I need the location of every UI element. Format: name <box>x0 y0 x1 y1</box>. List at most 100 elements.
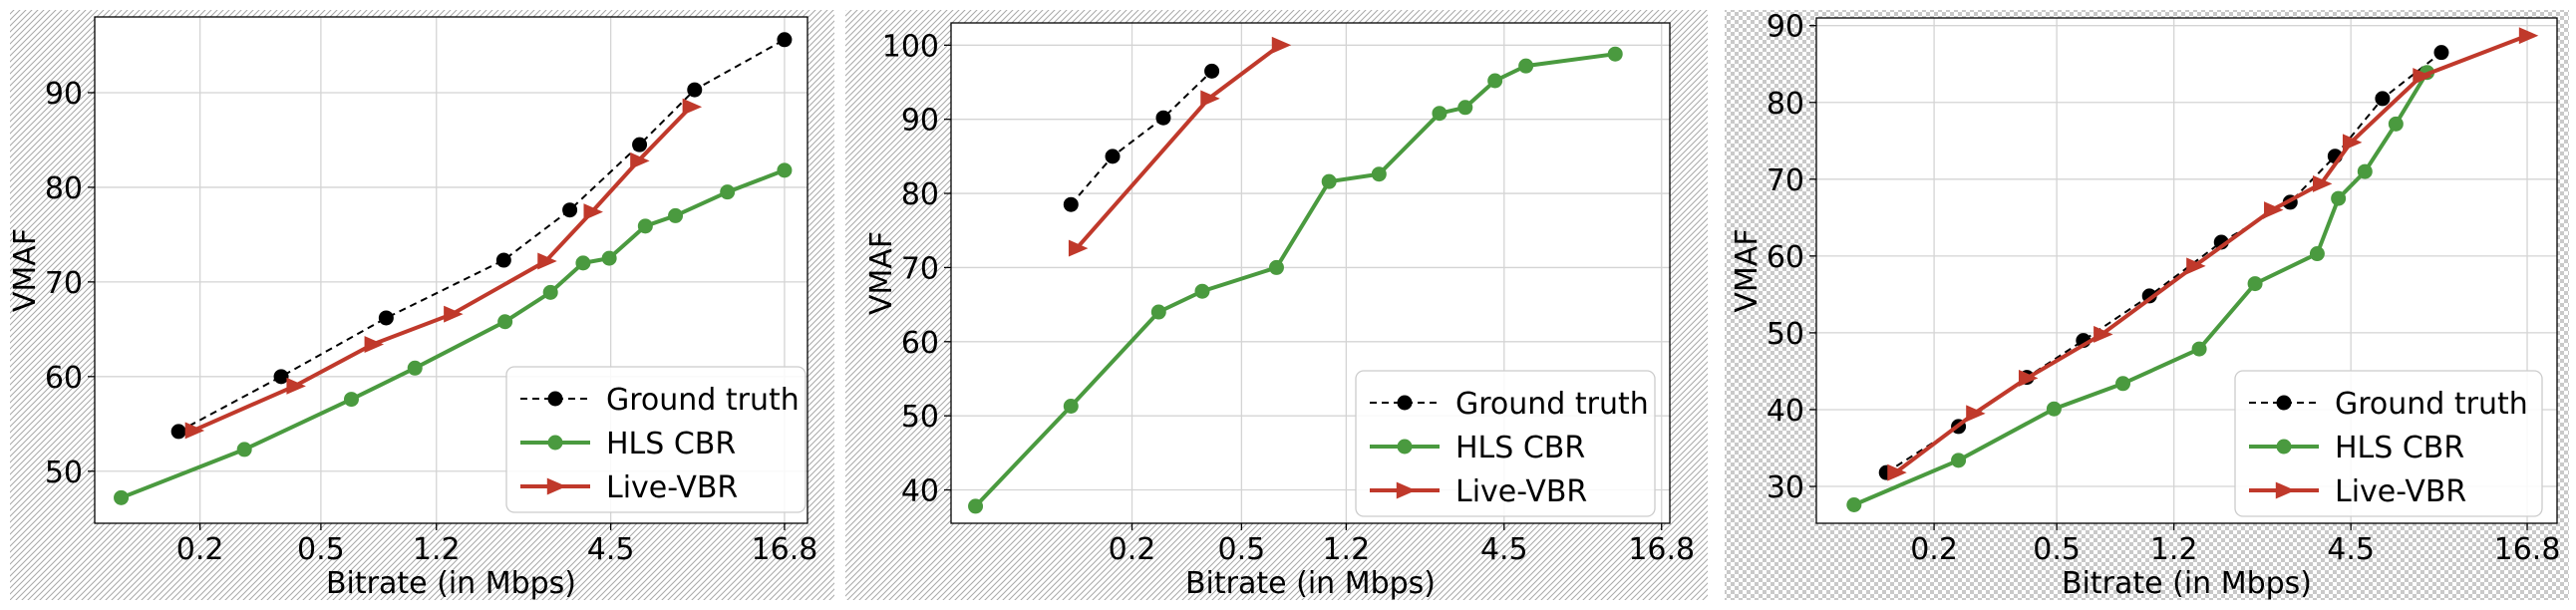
data-point <box>1200 90 1220 108</box>
legend-box <box>505 366 806 513</box>
legend-label: Ground truth <box>606 383 800 418</box>
data-point <box>2312 174 2333 192</box>
legend-label: HLS CBR <box>606 427 736 461</box>
chart-panel-2: 0.2 0.5 1.2 4.5 16.8 40 50 60 70 80 90 100 Bitrate (… <box>845 10 1708 601</box>
data-point <box>2357 163 2373 179</box>
data-point <box>2264 201 2284 219</box>
data-point <box>1371 166 1387 182</box>
data-point <box>1063 196 1079 212</box>
data-point <box>2093 325 2113 343</box>
legend-swatch-marker <box>1397 439 1413 455</box>
data-point <box>777 32 793 48</box>
series-line <box>1070 70 1213 205</box>
y-tick-label: 50 <box>45 456 83 490</box>
data-point <box>682 98 703 116</box>
legend-label: Live-VBR <box>606 470 738 505</box>
data-point <box>1321 173 1337 189</box>
y-tick-label: 30 <box>1767 470 1804 505</box>
data-point <box>668 207 684 223</box>
y-tick-label: 50 <box>901 400 939 435</box>
data-point <box>1068 239 1089 257</box>
legend-item: Live-VBR <box>2249 474 2466 509</box>
data-point <box>687 82 703 98</box>
data-point <box>583 203 603 221</box>
series-live-vbr <box>1887 27 2539 481</box>
data-point <box>1487 73 1503 89</box>
data-point <box>2413 68 2432 86</box>
series-ground-truth <box>1063 63 1220 212</box>
x-tick-label: 0.2 <box>1109 532 1156 567</box>
data-point <box>2433 45 2449 61</box>
series-hls-cbr <box>1846 65 2435 513</box>
x-tick-label: 0.5 <box>2033 532 2081 567</box>
y-tick-label: 90 <box>45 77 83 112</box>
data-point <box>2046 401 2062 417</box>
data-point <box>1607 46 1623 62</box>
x-tick-label: 16.8 <box>752 532 818 567</box>
data-point <box>1194 283 1210 299</box>
x-tick-label: 4.5 <box>587 532 635 567</box>
x-tick-label: 4.5 <box>2327 532 2375 567</box>
data-point <box>537 252 557 270</box>
series-line <box>177 38 786 433</box>
series-line <box>192 105 693 433</box>
data-point <box>378 310 394 326</box>
series-ground-truth <box>170 32 793 440</box>
data-point <box>1271 36 1292 54</box>
legend-label: Ground truth <box>2335 387 2528 422</box>
data-point <box>2518 27 2539 45</box>
chart-panel-3: 0.2 0.5 1.2 4.5 16.8 30 40 50 60 70 80 90 Bitrate (i… <box>1725 10 2569 601</box>
y-axis-label: VMAF <box>8 228 43 312</box>
y-tick-label: 100 <box>882 29 939 64</box>
data-point <box>1518 58 1534 74</box>
plot-frame <box>950 22 1671 524</box>
series-hls-cbr <box>968 46 1623 514</box>
legend-swatch-marker <box>1397 395 1413 411</box>
x-tick-label: 0.5 <box>297 532 345 567</box>
x-tick-label: 1.2 <box>1322 532 1370 567</box>
legend: Ground truth HLS CBR Live-VBR <box>2234 370 2543 517</box>
data-point <box>637 218 653 234</box>
data-point <box>1951 453 1967 468</box>
data-point <box>2375 91 2391 107</box>
x-tick-label: 1.2 <box>413 532 461 567</box>
data-point <box>2018 369 2039 387</box>
y-tick-label: 70 <box>1767 163 1804 198</box>
legend-item: HLS CBR <box>1370 431 1585 465</box>
data-point <box>2115 376 2131 392</box>
data-point <box>1966 405 1986 423</box>
y-tick-label: 50 <box>1767 317 1804 352</box>
legend-swatch-marker <box>2276 395 2292 411</box>
data-point <box>1268 259 1284 275</box>
x-tick-label: 16.8 <box>1628 532 1695 567</box>
legend-item: Live-VBR <box>1370 474 1587 509</box>
data-point <box>286 377 306 395</box>
x-tick-label: 0.2 <box>176 532 224 567</box>
data-point <box>2247 276 2263 292</box>
y-axis-label: VMAF <box>1730 228 1765 312</box>
legend: Ground truth HLS CBR Live-VBR <box>1355 370 1656 517</box>
legend-swatch-marker <box>547 391 563 407</box>
data-point <box>236 442 252 458</box>
y-tick-label: 90 <box>901 104 939 139</box>
y-tick-label: 70 <box>901 251 939 286</box>
plot-frame <box>94 16 808 524</box>
grid <box>951 23 1670 523</box>
legend-item: Ground truth <box>2249 387 2528 422</box>
chart-panel-1: 0.2 0.5 1.2 4.5 16.8 50 60 70 80 90 Bitrate (in Mb… <box>8 10 834 601</box>
series-line <box>120 167 786 500</box>
data-point <box>364 336 385 354</box>
data-point <box>720 184 736 200</box>
legend-swatch-marker <box>547 435 563 451</box>
data-point <box>407 360 423 376</box>
x-axis-label: Bitrate (in Mbps) <box>326 566 576 601</box>
data-point <box>562 202 578 218</box>
series-hls-cbr <box>114 162 793 505</box>
y-tick-label: 80 <box>901 177 939 212</box>
data-point <box>114 489 130 505</box>
series-line <box>1894 33 2528 474</box>
data-point <box>273 369 289 385</box>
data-point <box>2388 116 2404 132</box>
legend-swatch-marker <box>546 477 567 495</box>
